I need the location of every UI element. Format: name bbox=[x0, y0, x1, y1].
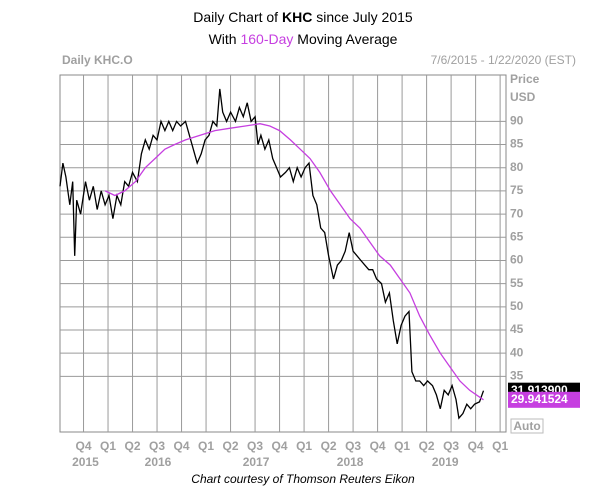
year-label: 2016 bbox=[145, 455, 172, 469]
y-tick-label: 45 bbox=[510, 322, 524, 336]
x-tick-label: Q2 bbox=[321, 439, 337, 453]
subtitle-part: Moving Average bbox=[297, 31, 397, 47]
y-axis-label: USD bbox=[510, 90, 536, 104]
x-tick-label: Q2 bbox=[419, 439, 435, 453]
x-tick-label: Q2 bbox=[125, 439, 141, 453]
year-label: 2018 bbox=[337, 455, 364, 469]
y-tick-label: 75 bbox=[510, 183, 524, 197]
series-line bbox=[104, 123, 484, 401]
x-tick-label: Q4 bbox=[76, 439, 92, 453]
x-tick-label: Q1 bbox=[198, 439, 214, 453]
y-tick-label: 40 bbox=[510, 345, 524, 359]
x-tick-label: Q4 bbox=[468, 439, 484, 453]
y-axis-label: Price bbox=[510, 72, 540, 86]
year-label: 2019 bbox=[432, 455, 459, 469]
last-value-box bbox=[508, 391, 580, 408]
x-tick-label: Q3 bbox=[345, 439, 361, 453]
year-label: 2017 bbox=[243, 455, 270, 469]
x-tick-label: Q3 bbox=[443, 439, 459, 453]
plot-area bbox=[59, 74, 507, 433]
x-tick-label: Q3 bbox=[247, 439, 263, 453]
header-left: Daily KHC.O bbox=[62, 53, 133, 67]
y-tick-label: 50 bbox=[510, 299, 524, 313]
header-right: 7/6/2015 - 1/22/2020 (EST) bbox=[431, 53, 576, 67]
x-tick-label: Q1 bbox=[492, 439, 508, 453]
title-part: KHC bbox=[282, 9, 312, 25]
subtitle-part: 160-Day bbox=[240, 31, 293, 47]
title-part: since July 2015 bbox=[316, 9, 413, 25]
x-tick-label: Q3 bbox=[149, 439, 165, 453]
x-tick-label: Q4 bbox=[272, 439, 288, 453]
auto-label[interactable]: Auto bbox=[513, 419, 540, 433]
x-tick-label: Q4 bbox=[370, 439, 386, 453]
y-tick-label: 55 bbox=[510, 276, 524, 290]
y-tick-label: 70 bbox=[510, 206, 524, 220]
y-tick-label: 35 bbox=[510, 369, 524, 383]
y-tick-label: 60 bbox=[510, 253, 524, 267]
x-tick-label: Q2 bbox=[223, 439, 239, 453]
x-tick-label: Q1 bbox=[394, 439, 410, 453]
subtitle-part: With bbox=[209, 31, 237, 47]
footer: Chart courtesy of Thomson Reuters Eikon bbox=[191, 472, 415, 486]
auto-box[interactable] bbox=[510, 418, 544, 434]
y-tick-label: 90 bbox=[510, 114, 524, 128]
x-tick-label: Q1 bbox=[100, 439, 116, 453]
series-line bbox=[59, 88, 485, 420]
chart-title: Daily Chart of KHC since July 2015 bbox=[193, 9, 413, 25]
chart-subtitle: With 160-Day Moving Average bbox=[209, 31, 398, 47]
last-value-label: 29.941524 bbox=[511, 392, 568, 406]
x-tick-label: Q1 bbox=[296, 439, 312, 453]
y-tick-label: 65 bbox=[510, 229, 524, 243]
year-label: 2015 bbox=[72, 455, 99, 469]
y-tick-label: 80 bbox=[510, 160, 524, 174]
x-tick-label: Q4 bbox=[174, 439, 190, 453]
title-part: Daily Chart of bbox=[193, 9, 278, 25]
y-tick-label: 85 bbox=[510, 137, 524, 151]
